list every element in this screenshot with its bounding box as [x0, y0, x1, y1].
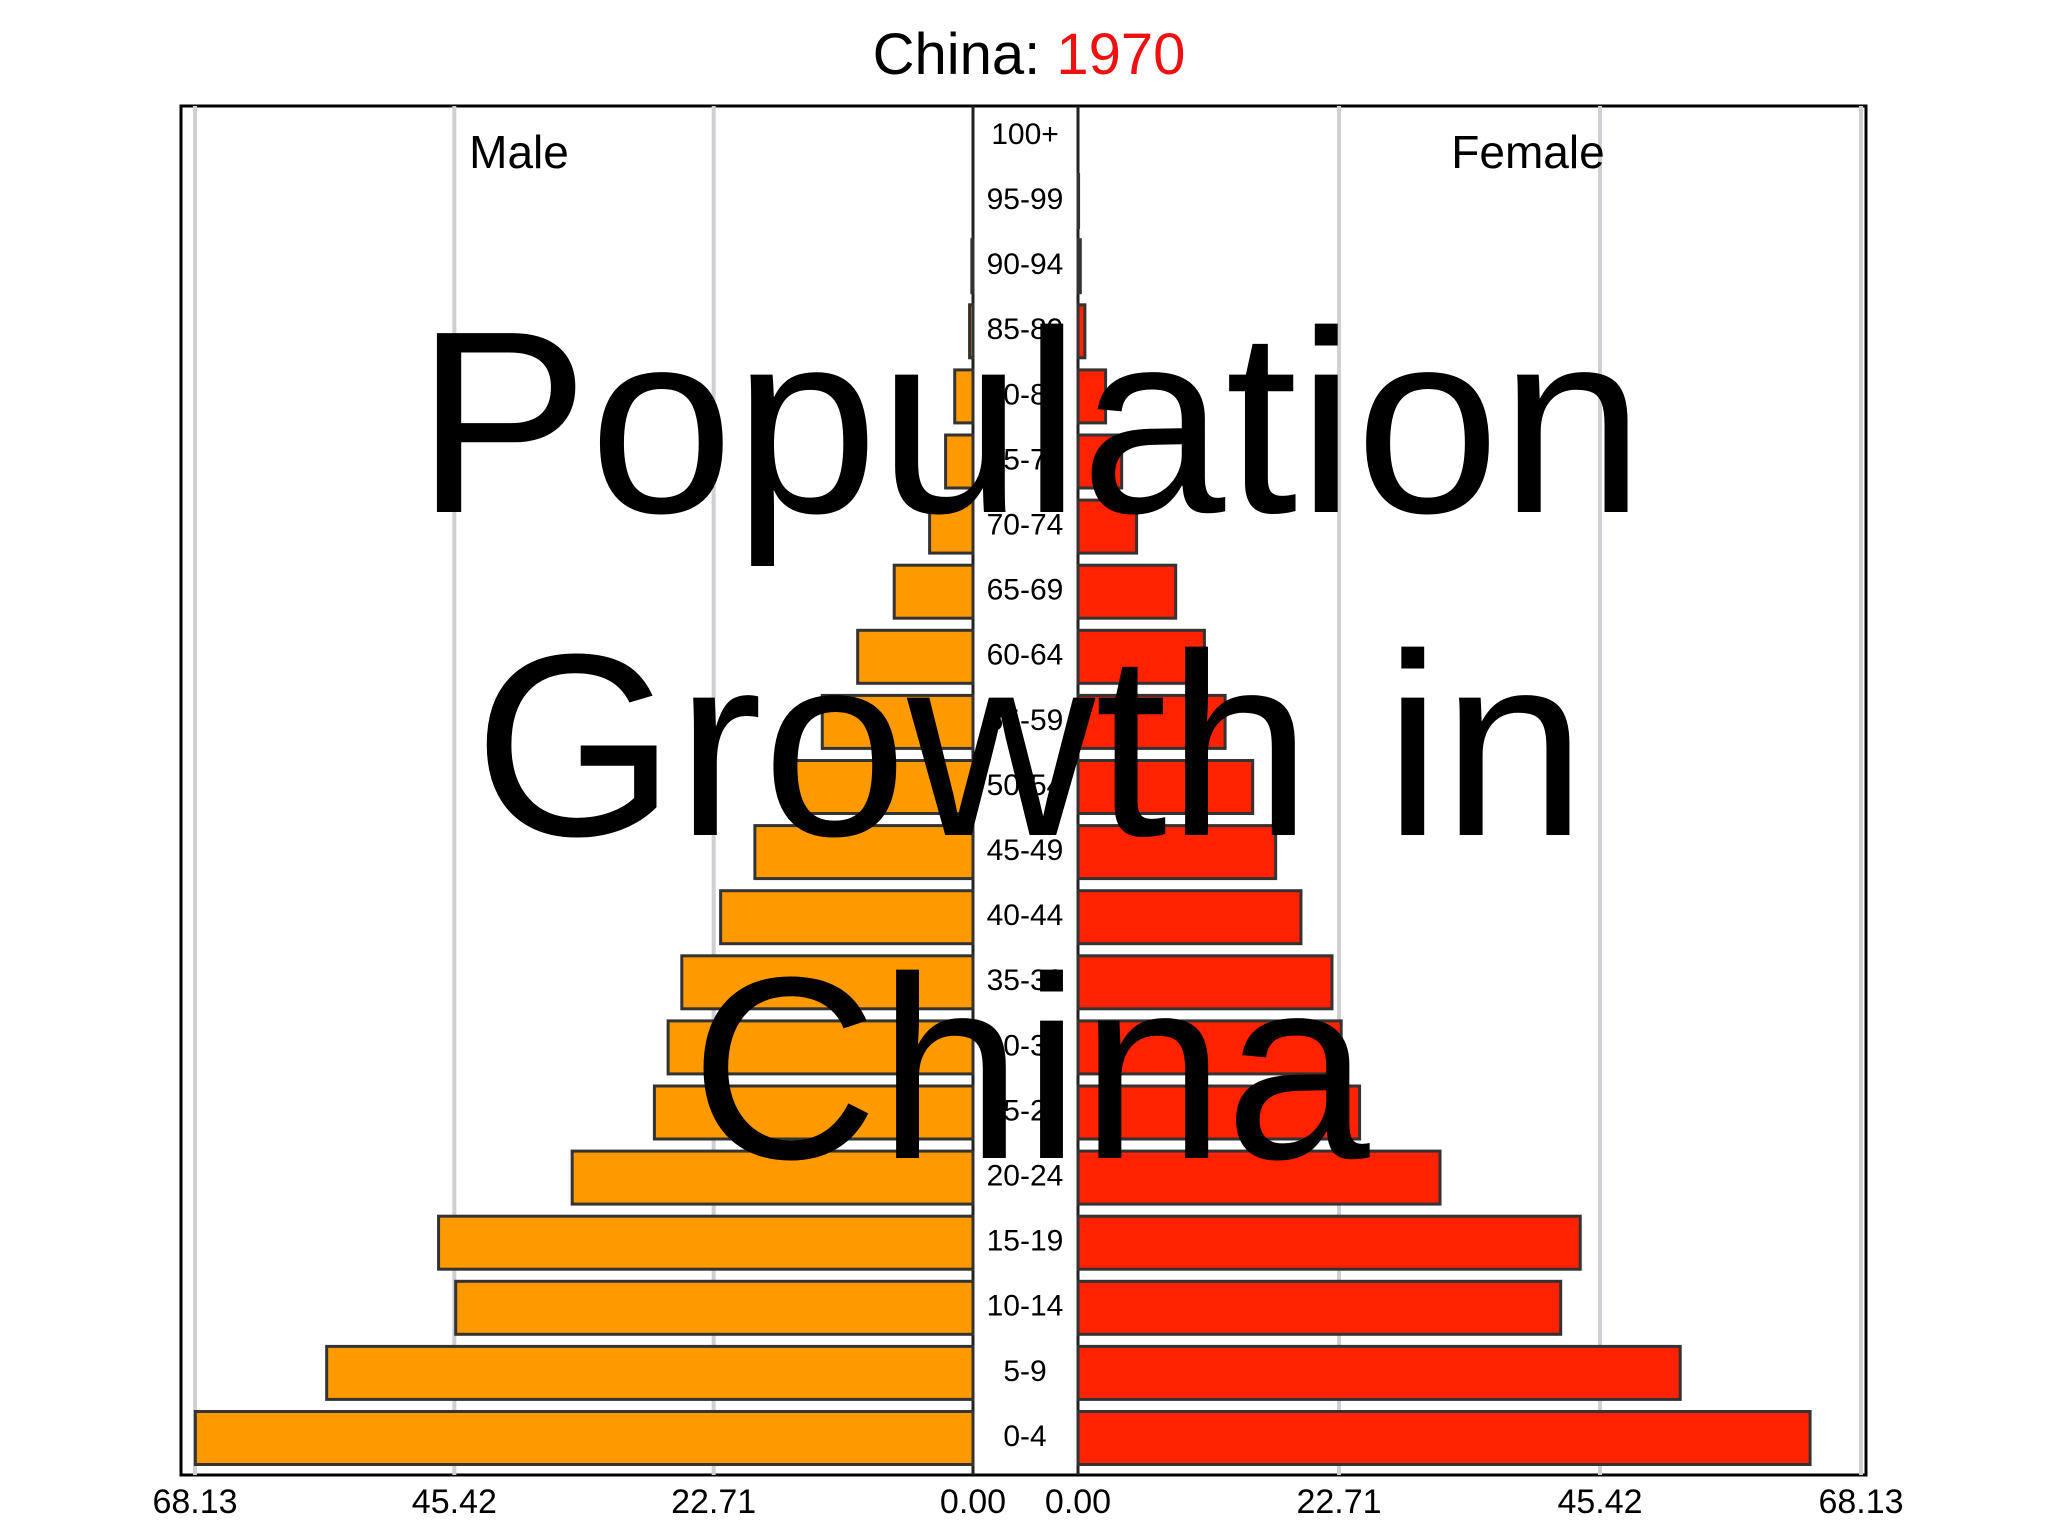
bar: [1076, 1214, 1582, 1271]
bar: [970, 238, 975, 295]
x-tick-label: 68.13: [1818, 1483, 1903, 1521]
bar: [1076, 693, 1227, 750]
bar: [968, 303, 975, 360]
title-year: 1970: [1056, 22, 1185, 87]
age-label: 25-29: [987, 1094, 1064, 1127]
bar: [1076, 368, 1108, 425]
bar: [1076, 563, 1178, 620]
bar: [787, 759, 975, 815]
age-label: 50-54: [987, 769, 1064, 802]
plot-frame: [179, 104, 1868, 1477]
bar: [719, 889, 975, 946]
bar: [437, 1214, 975, 1271]
bar: [1076, 1410, 1812, 1466]
bar: [1076, 1344, 1682, 1401]
bar: [570, 1149, 975, 1206]
age-label: 45-49: [987, 834, 1064, 867]
age-label: 65-69: [987, 574, 1064, 607]
bar: [1076, 628, 1206, 685]
series-label: Male: [469, 126, 569, 178]
bar: [1076, 759, 1255, 815]
age-label: 95-99: [987, 183, 1064, 216]
age-label: 20-24: [987, 1160, 1064, 1193]
title-text: China:: [873, 22, 1041, 87]
age-label: 60-64: [987, 639, 1064, 672]
bar: [753, 824, 975, 881]
bars: [193, 173, 1812, 1466]
bar: [1076, 1019, 1343, 1076]
bar: [1076, 238, 1082, 295]
age-label: 100+: [991, 118, 1059, 151]
x-tick-label: 22.71: [671, 1483, 756, 1521]
bar: [325, 1344, 975, 1401]
age-label: 85-89: [987, 313, 1064, 346]
age-label: 70-74: [987, 509, 1064, 542]
series-label: Female: [1451, 126, 1604, 178]
bar: [1076, 1084, 1362, 1141]
x-tick-label: 45.42: [412, 1483, 497, 1521]
bar: [193, 1410, 975, 1466]
x-tick-label: 45.42: [1557, 1483, 1642, 1521]
x-tick-label: 0.00: [940, 1483, 1006, 1521]
bar: [820, 693, 975, 750]
bar: [1076, 1149, 1442, 1206]
chart-title: China: 1970: [873, 22, 1186, 87]
labels: 0.00 0.00 22.71 22.71 45.42 45.42 68.13 68.13 10…: [152, 118, 1903, 1521]
x-tick-label: 22.71: [1296, 1483, 1381, 1521]
bar: [1076, 433, 1124, 490]
bar: [953, 368, 975, 425]
age-label: 55-59: [987, 704, 1064, 737]
age-label: 90-94: [987, 248, 1064, 281]
age-label: 80-84: [987, 378, 1064, 411]
bar: [1076, 1279, 1563, 1336]
bar: [652, 1084, 975, 1141]
x-tick-label: 0.00: [1045, 1483, 1111, 1521]
bar: [666, 1019, 975, 1076]
slide-title: Population Growth in China: [415, 278, 1645, 1214]
age-label: 5-9: [1003, 1355, 1046, 1388]
x-tick-label: 68.13: [152, 1483, 237, 1521]
age-label: 10-14: [987, 1290, 1064, 1323]
bar: [680, 954, 975, 1011]
bar: [928, 498, 975, 555]
bar: [1076, 824, 1278, 881]
age-label: 15-19: [987, 1225, 1064, 1258]
bar: [1076, 173, 1081, 230]
age-label: 30-34: [987, 1029, 1064, 1062]
age-label: 40-44: [987, 899, 1064, 932]
bar: [892, 563, 975, 620]
bar: [944, 433, 975, 490]
bar: [1076, 889, 1303, 946]
bar: [1076, 303, 1087, 360]
age-label: 0-4: [1003, 1420, 1046, 1453]
bar: [856, 628, 975, 685]
bar: [1076, 954, 1334, 1011]
bar: [454, 1279, 975, 1336]
bar: [1076, 498, 1139, 555]
age-label: 75-79: [987, 443, 1064, 476]
age-label: 35-39: [987, 964, 1064, 997]
